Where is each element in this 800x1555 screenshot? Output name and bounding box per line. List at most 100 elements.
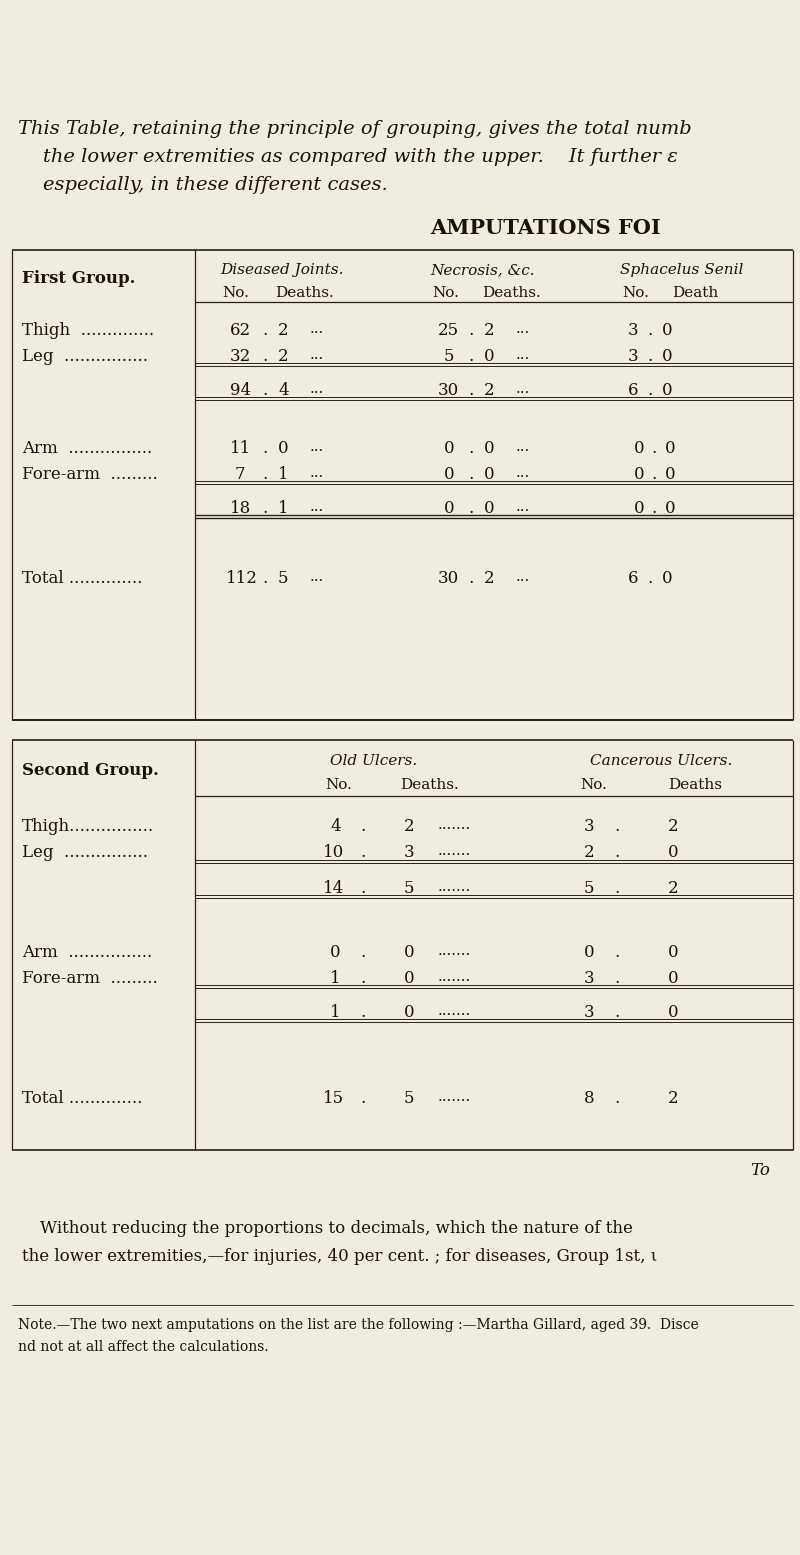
Text: AMPUTATIONS FOI: AMPUTATIONS FOI <box>430 218 661 238</box>
Text: 6: 6 <box>628 383 638 400</box>
Text: 2: 2 <box>668 1090 678 1107</box>
Text: .: . <box>468 348 474 365</box>
Text: Leg  ................: Leg ................ <box>22 348 148 365</box>
Text: ...: ... <box>516 383 530 397</box>
Text: .: . <box>647 322 652 339</box>
Text: 0: 0 <box>665 440 676 457</box>
Text: 112: 112 <box>226 571 258 586</box>
Text: 3: 3 <box>404 844 414 861</box>
Text: Deaths.: Deaths. <box>482 286 541 300</box>
Text: 32: 32 <box>230 348 251 365</box>
Text: 0: 0 <box>444 501 454 516</box>
Text: ...: ... <box>310 383 324 397</box>
Text: 94: 94 <box>230 383 251 400</box>
Text: 2: 2 <box>484 571 494 586</box>
Text: .: . <box>360 1090 366 1107</box>
Text: 2: 2 <box>668 818 678 835</box>
Text: No.: No. <box>432 286 459 300</box>
Text: 0: 0 <box>662 383 673 400</box>
Text: 0: 0 <box>668 1005 678 1022</box>
Text: Leg  ................: Leg ................ <box>22 844 148 861</box>
Text: .: . <box>360 818 366 835</box>
Text: 2: 2 <box>278 348 289 365</box>
Text: .: . <box>468 440 474 457</box>
Text: .......: ....... <box>438 970 471 984</box>
Text: Cancerous Ulcers.: Cancerous Ulcers. <box>590 754 732 768</box>
Text: 1: 1 <box>330 970 341 987</box>
Text: To: To <box>750 1162 770 1179</box>
Text: .: . <box>651 440 656 457</box>
Text: ...: ... <box>310 348 324 362</box>
Text: ...: ... <box>516 501 530 515</box>
Text: 5: 5 <box>278 571 289 586</box>
Text: 5: 5 <box>404 1090 414 1107</box>
Text: 1: 1 <box>330 1005 341 1022</box>
Text: 0: 0 <box>665 466 676 484</box>
Text: .: . <box>651 466 656 484</box>
Text: .: . <box>262 466 267 484</box>
Text: .: . <box>360 944 366 961</box>
Text: 2: 2 <box>278 322 289 339</box>
Text: ...: ... <box>310 466 324 480</box>
Text: .......: ....... <box>438 1005 471 1019</box>
Text: .......: ....... <box>438 880 471 894</box>
Text: Sphacelus Senil: Sphacelus Senil <box>620 263 743 277</box>
Text: 2: 2 <box>404 818 414 835</box>
Text: 3: 3 <box>584 1005 594 1022</box>
Text: Necrosis, &c.: Necrosis, &c. <box>430 263 534 277</box>
Text: 0: 0 <box>484 348 494 365</box>
Text: Deaths: Deaths <box>668 778 722 791</box>
Text: nd not at all affect the calculations.: nd not at all affect the calculations. <box>18 1340 269 1354</box>
Text: 2: 2 <box>484 322 494 339</box>
Text: ...: ... <box>516 440 530 454</box>
Text: the lower extremities as compared with the upper.    It further ε: the lower extremities as compared with t… <box>18 148 678 166</box>
Text: This Table, retaining the principle of grouping, gives the total numb: This Table, retaining the principle of g… <box>18 120 692 138</box>
Text: 0: 0 <box>668 844 678 861</box>
Text: 8: 8 <box>584 1090 594 1107</box>
Text: .: . <box>647 348 652 365</box>
Text: 0: 0 <box>584 944 594 961</box>
Text: 0: 0 <box>668 970 678 987</box>
Text: .: . <box>614 970 619 987</box>
Text: 0: 0 <box>484 501 494 516</box>
Text: 4: 4 <box>278 383 289 400</box>
Text: 11: 11 <box>230 440 251 457</box>
Text: 2: 2 <box>484 383 494 400</box>
Text: .: . <box>360 844 366 861</box>
Text: .: . <box>360 970 366 987</box>
Text: 3: 3 <box>628 348 638 365</box>
Text: ...: ... <box>516 322 530 336</box>
Text: Note.—The two next amputations on the list are the following :—Martha Gillard, a: Note.—The two next amputations on the li… <box>18 1319 698 1333</box>
Text: Death: Death <box>672 286 718 300</box>
Text: .: . <box>647 571 652 586</box>
Text: 0: 0 <box>484 466 494 484</box>
Text: 0: 0 <box>404 944 414 961</box>
Text: Arm  ................: Arm ................ <box>22 944 152 961</box>
Text: .: . <box>468 466 474 484</box>
Text: .......: ....... <box>438 1090 471 1104</box>
Text: ...: ... <box>310 322 324 336</box>
Text: 2: 2 <box>668 880 678 897</box>
Text: 6: 6 <box>628 571 638 586</box>
Text: ...: ... <box>516 466 530 480</box>
Text: the lower extremities,—for injuries, 40 per cent. ; for diseases, Group 1st, ι: the lower extremities,—for injuries, 40 … <box>22 1249 658 1266</box>
Text: 0: 0 <box>634 466 645 484</box>
Text: 0: 0 <box>330 944 341 961</box>
Text: ...: ... <box>516 348 530 362</box>
Text: First Group.: First Group. <box>22 271 135 288</box>
Text: 30: 30 <box>438 571 459 586</box>
Text: No.: No. <box>580 778 607 791</box>
Text: 0: 0 <box>444 440 454 457</box>
Text: 3: 3 <box>584 970 594 987</box>
Text: 0: 0 <box>634 501 645 516</box>
Text: .: . <box>262 571 267 586</box>
Text: Arm  ................: Arm ................ <box>22 440 152 457</box>
Text: .......: ....... <box>438 818 471 832</box>
Text: Without reducing the proportions to decimals, which the nature of the: Without reducing the proportions to deci… <box>40 1221 633 1236</box>
Text: ...: ... <box>310 440 324 454</box>
Text: especially, in these different cases.: especially, in these different cases. <box>18 176 388 194</box>
Text: 15: 15 <box>323 1090 344 1107</box>
Text: 5: 5 <box>584 880 594 897</box>
Text: .: . <box>614 844 619 861</box>
Text: 4: 4 <box>330 818 341 835</box>
